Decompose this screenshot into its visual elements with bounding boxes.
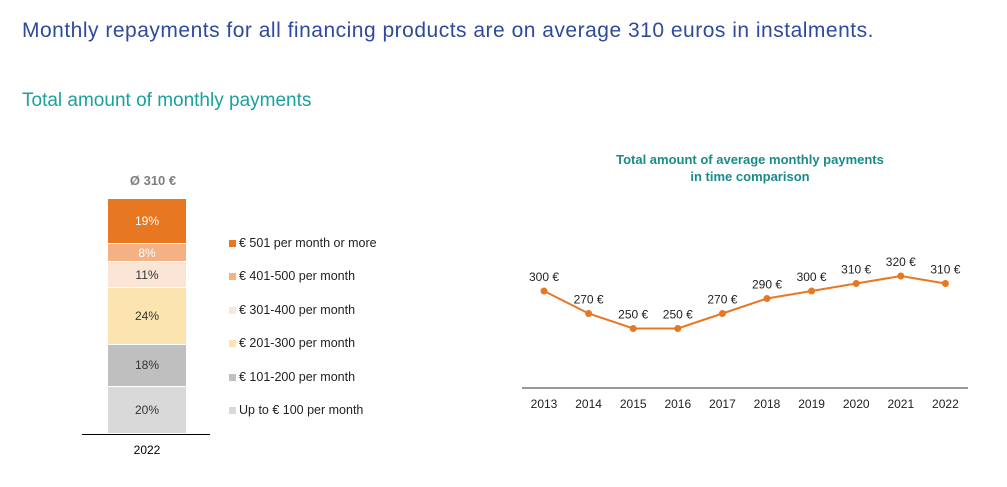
x-tick-label: 2017: [709, 397, 736, 411]
legend-item: € 401-500 per month: [229, 269, 377, 302]
bar-segment-label: 20%: [134, 403, 160, 417]
x-tick-label: 2019: [798, 397, 825, 411]
data-point: [585, 310, 593, 317]
legend-label: € 101-200 per month: [239, 369, 356, 384]
data-point: [808, 287, 816, 295]
bar-segment-label: 8%: [138, 245, 156, 260]
bar-segment: 11%: [108, 262, 186, 289]
subheadline: Total amount of monthly payments: [22, 90, 312, 111]
bar-segment: 24%: [108, 288, 186, 345]
legend-label: € 501 per month or more: [239, 236, 377, 250]
x-tick-label: 2021: [887, 397, 914, 411]
legend-swatch: [229, 406, 236, 414]
stacked-chart-average-label: Ø 310 €: [129, 173, 177, 188]
legend-item: Up to € 100 per month: [229, 403, 377, 436]
legend-swatch: [229, 306, 236, 314]
bar-segment-label: 19%: [134, 213, 160, 228]
data-label: 310 €: [930, 263, 960, 277]
line-chart: 300 € 2013 270 € 2014 250 € 2015 250 € 2016 270 …: [522, 255, 968, 411]
data-label: 290 €: [752, 278, 782, 292]
legend-swatch: [229, 373, 236, 381]
legend-item: € 101-200 per month: [229, 370, 377, 403]
data-point: [763, 295, 771, 302]
x-tick-label: 2020: [843, 397, 870, 411]
legend-item: € 201-300 per month: [229, 336, 377, 369]
legend-label: € 301-400 per month: [239, 302, 356, 317]
x-tick-label: 2013: [531, 397, 558, 411]
data-point: [718, 310, 726, 317]
legend-label: € 201-300 per month: [239, 336, 356, 351]
bar-segment: 20%: [108, 387, 186, 434]
stacked-bar-2022: 20% 18% 24% 11% 8% 19%: [108, 199, 186, 434]
bar-segment-label: 11%: [135, 267, 159, 282]
x-tick-label: 2018: [754, 397, 781, 411]
data-point: [540, 287, 548, 295]
data-label: 310 €: [841, 263, 871, 277]
legend-swatch: [229, 273, 236, 281]
series-line: [543, 274, 946, 330]
line-chart-title-line-1: Total amount of average monthly payments: [616, 152, 884, 167]
data-label: 270 €: [574, 293, 604, 307]
data-label: 270 €: [707, 293, 737, 307]
line-chart-title-line-2: in time comparison: [690, 169, 810, 184]
x-tick-label: 2014: [575, 397, 602, 411]
bar-segment-label: 24%: [134, 309, 160, 323]
headline: Monthly repayments for all financing pro…: [22, 19, 874, 42]
legend-swatch: [229, 340, 236, 348]
data-label: 250 €: [663, 308, 693, 322]
x-tick-label: 2022: [932, 397, 959, 411]
data-label: 250 €: [618, 308, 648, 322]
legend-label: Up to € 100 per month: [239, 402, 364, 417]
bar-segment: 8%: [108, 243, 186, 263]
bar-segment-label: 18%: [134, 358, 160, 373]
data-label: 300 €: [529, 270, 559, 284]
data-label: 300 €: [797, 270, 827, 284]
legend-item: € 501 per month or more: [229, 236, 377, 269]
data-point: [897, 272, 905, 280]
legend-label: € 401-500 per month: [239, 269, 356, 284]
x-tick-label: 2015: [620, 397, 647, 411]
data-point: [674, 325, 682, 332]
line-chart-title: Total amount of average monthly payments…: [560, 151, 940, 185]
x-tick-label: 2016: [664, 397, 691, 411]
stacked-chart-category-label: 2022: [133, 443, 161, 457]
bar-segment: 19%: [108, 199, 186, 244]
legend-swatch: [229, 240, 236, 247]
legend-item: € 301-400 per month: [229, 303, 377, 336]
data-label: 320 €: [886, 255, 916, 269]
stacked-chart-legend: € 501 per month or more € 401-500 per mon…: [229, 236, 377, 436]
stacked-chart-baseline: [82, 434, 210, 435]
bar-segment: 18%: [108, 344, 186, 387]
data-point: [852, 280, 860, 287]
data-point: [941, 280, 949, 287]
data-point: [629, 325, 637, 332]
